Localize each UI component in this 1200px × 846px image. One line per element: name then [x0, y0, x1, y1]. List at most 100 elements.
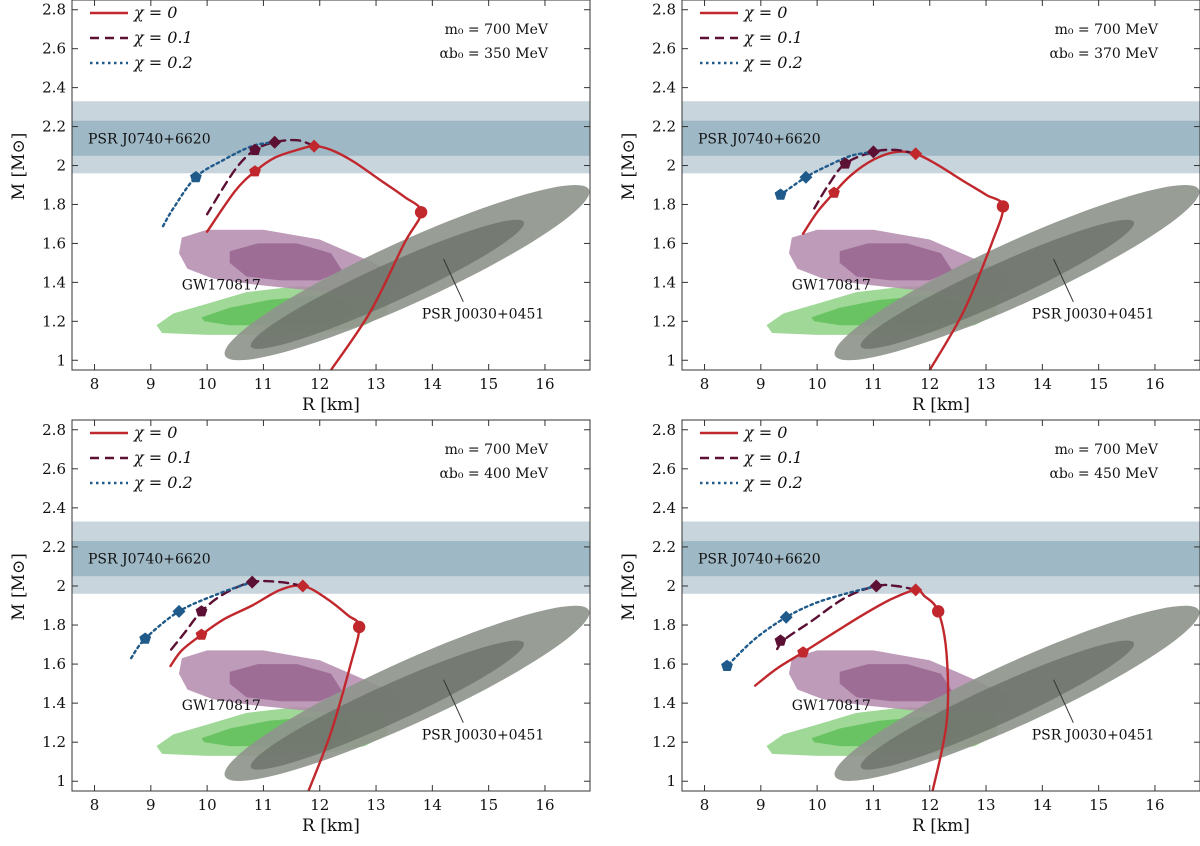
marker-chi-0-1	[296, 579, 310, 593]
y-axis-label: M [M⊙]	[9, 553, 29, 621]
gw170817-label: GW170817	[792, 277, 871, 293]
psr-j0740-band-inner	[72, 541, 590, 577]
x-tick-label: 15	[1089, 796, 1108, 814]
panel-2: 8 9 10 11 12 13 14 15 16 1 1.2 1.4 1.6 1.8 2 2.2 2.4 2.6 2…	[619, 0, 1200, 415]
x-tick-label: 9	[146, 796, 156, 814]
x-tick-label: 9	[756, 375, 766, 393]
marker-chi-0-1	[909, 147, 923, 161]
marker-chi-2-1	[721, 659, 733, 671]
param-label-0: m₀ = 700 MeV	[445, 22, 549, 38]
marker-chi-2-1	[774, 188, 787, 200]
y-tick-label: 1.2	[42, 312, 66, 330]
y-tick-label: 2.2	[652, 538, 676, 556]
x-tick-label: 13	[366, 796, 385, 814]
psr-j0030-region-inner	[250, 640, 525, 770]
marker-chi-0-2	[249, 165, 261, 177]
x-tick-label: 14	[423, 796, 442, 814]
series-line-chi-1	[205, 138, 316, 216]
y-tick-label: 2.2	[42, 538, 66, 556]
y-tick-label: 2.4	[42, 79, 66, 97]
y-tick-label: 1.2	[652, 733, 676, 751]
series-line-chi-1	[813, 148, 917, 210]
marker-chi-1-1	[195, 605, 208, 617]
x-tick-label: 13	[366, 375, 385, 393]
y-tick-label: 1	[56, 351, 66, 369]
legend-label-1: χ = 0.1	[743, 448, 803, 467]
y-tick-label: 2.8	[42, 1, 66, 19]
psr-j0030-region-inner	[860, 219, 1135, 349]
param-label-1: αb₀ = 400 MeV	[439, 466, 548, 482]
legend-label-1: χ = 0.1	[133, 28, 193, 47]
x-tick-label: 12	[920, 796, 939, 814]
x-tick-label: 14	[1033, 375, 1052, 393]
psr-j0030-pointer	[1053, 679, 1074, 723]
series-line-chi-2	[779, 150, 875, 196]
y-axis-label: M [M⊙]	[619, 553, 639, 621]
param-label-1: αb₀ = 350 MeV	[439, 46, 548, 62]
x-tick-label: 12	[310, 375, 329, 393]
x-tick-label: 12	[920, 375, 939, 393]
y-tick-label: 1.4	[42, 694, 66, 712]
y-tick-label: 2.8	[42, 421, 66, 439]
panel-4: 8 9 10 11 12 13 14 15 16 1 1.2 1.4 1.6 1.8 2 2.2 2.4 2.6 2…	[619, 419, 1200, 836]
x-axis-label: R [km]	[302, 395, 360, 415]
panel-1: 8 9 10 11 12 13 14 15 16 1 1.2 1.4 1.6 1.8 2 2.2 2.4 2.6 2…	[9, 0, 591, 415]
x-axis-label: R [km]	[912, 816, 970, 836]
marker-chi-2-0	[779, 610, 793, 624]
x-tick-label: 10	[198, 375, 217, 393]
marker-chi-0-0	[352, 620, 366, 634]
marker-chi-0-2	[797, 646, 809, 658]
psr-j0030-region-inner	[860, 640, 1135, 770]
legend-label-0: χ = 0	[133, 423, 177, 442]
x-tick-label: 11	[864, 375, 883, 393]
y-tick-label: 1.2	[652, 312, 676, 330]
y-tick-label: 1	[56, 772, 66, 790]
plot-frame	[681, 419, 1200, 792]
psr-j0740-band-inner	[682, 541, 1200, 577]
marker-chi-0-1	[909, 583, 923, 597]
gw170817-region-inner	[839, 243, 953, 281]
y-axis-label: M [M⊙]	[9, 133, 29, 201]
y-tick-label: 1.8	[42, 616, 66, 634]
y-tick-label: 2.6	[652, 460, 676, 478]
x-tick-label: 13	[976, 375, 995, 393]
marker-chi-2-0	[190, 171, 202, 183]
marker-chi-1-0	[245, 575, 259, 589]
x-tick-label: 9	[146, 375, 156, 393]
y-tick-label: 2.2	[652, 118, 676, 136]
series-line-chi-2	[725, 584, 878, 668]
legend-label-0: χ = 0	[743, 423, 787, 442]
x-tick-label: 14	[1033, 796, 1052, 814]
y-tick-label: 1.6	[42, 234, 66, 252]
x-tick-label: 15	[479, 796, 498, 814]
y-tick-label: 2.4	[42, 499, 66, 517]
y-tick-label: 1.8	[652, 616, 676, 634]
param-label-0: m₀ = 700 MeV	[1055, 22, 1159, 38]
x-axis-label: R [km]	[302, 816, 360, 836]
x-tick-label: 11	[254, 796, 273, 814]
y-tick-label: 2	[56, 577, 66, 595]
plot-frame	[71, 0, 591, 371]
gw170817-region-inner	[839, 664, 953, 702]
gw170817-label: GW170817	[182, 698, 261, 714]
param-label-0: m₀ = 700 MeV	[1055, 442, 1159, 458]
marker-chi-0-0	[414, 206, 428, 219]
x-tick-label: 14	[423, 375, 442, 393]
marker-chi-0-0	[996, 200, 1010, 213]
gw170817-label: GW170817	[182, 277, 261, 293]
y-tick-label: 2.4	[652, 499, 676, 517]
y-tick-label: 1.2	[42, 733, 66, 751]
x-tick-label: 13	[976, 796, 995, 814]
psr-j0740-label: PSR J0740+6620	[88, 131, 211, 147]
y-tick-label: 2	[666, 577, 676, 595]
y-tick-label: 2.8	[652, 421, 676, 439]
x-tick-label: 8	[90, 796, 100, 814]
psr-j0740-label: PSR J0740+6620	[88, 552, 211, 568]
x-tick-label: 11	[864, 796, 883, 814]
x-tick-label: 16	[1145, 375, 1164, 393]
marker-chi-2-1	[139, 632, 152, 644]
legend-label-1: χ = 0.1	[743, 28, 803, 47]
plot-frame	[71, 419, 591, 792]
psr-j0030-label: PSR J0030+0451	[1032, 727, 1155, 743]
